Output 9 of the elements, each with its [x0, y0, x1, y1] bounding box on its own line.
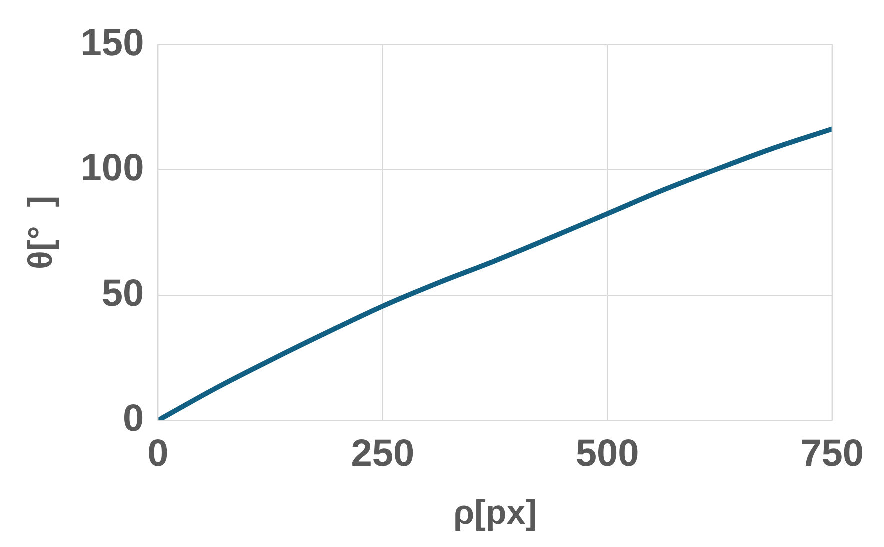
x-tick-label: 250: [351, 432, 415, 475]
x-tick-label: 500: [576, 432, 640, 475]
y-tick-label: 50: [102, 272, 144, 315]
x-axis-title: ρ[px]: [454, 494, 537, 532]
x-tick-label: 750: [800, 432, 864, 475]
y-tick-label: 100: [80, 148, 144, 190]
y-axis-title: θ[° ]: [22, 196, 60, 270]
y-tick-label: 0: [123, 398, 144, 440]
y-tick-label: 150: [80, 22, 144, 64]
